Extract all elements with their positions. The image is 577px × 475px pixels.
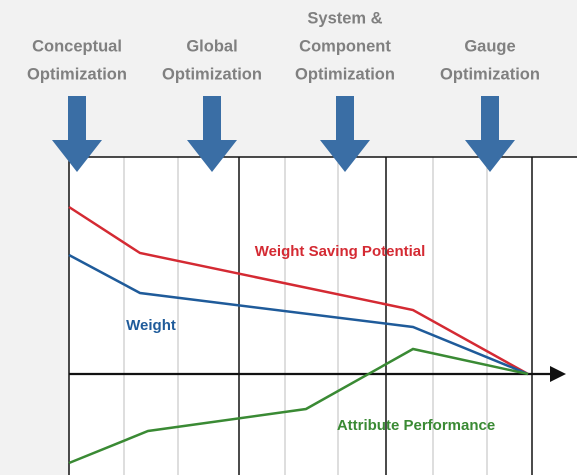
column-header: Optimization	[440, 65, 540, 83]
down-arrow	[320, 96, 370, 172]
curve-label: Weight Saving Potential	[255, 243, 426, 260]
column-header: Optimization	[27, 65, 127, 83]
column-header: Conceptual	[32, 37, 122, 55]
down-arrow	[465, 96, 515, 172]
down-arrow	[52, 96, 102, 172]
column-header: Gauge	[464, 37, 515, 55]
arrows	[52, 96, 515, 172]
weight-line	[68, 253, 529, 376]
column-header: Optimization	[162, 65, 262, 83]
curve-label: Weight	[126, 317, 176, 334]
column-header: System &	[307, 9, 382, 27]
column-header: Optimization	[295, 65, 395, 83]
column-header: Global	[186, 37, 237, 55]
curve-label: Attribute Performance	[337, 417, 495, 434]
weight-saving-line	[68, 205, 529, 376]
attribute-line	[68, 347, 529, 465]
column-header: Component	[299, 37, 391, 55]
minor-grid	[123, 157, 488, 475]
axis-arrowhead	[550, 366, 566, 382]
down-arrow	[187, 96, 237, 172]
